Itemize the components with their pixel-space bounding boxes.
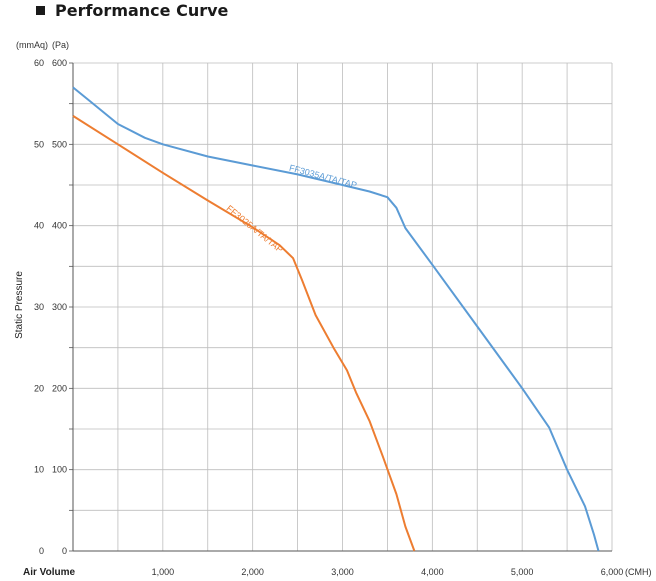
chart-title: Performance Curve — [55, 0, 229, 20]
y-tick-label-mmaq: 20 — [34, 383, 44, 393]
series-line-1 — [72, 115, 416, 552]
y-tick-label-pa: 0 — [62, 546, 67, 556]
y-unit-left-label: (mmAq) — [16, 40, 48, 50]
series-line-0 — [72, 86, 600, 552]
y-tick-label-mmaq: 60 — [34, 58, 44, 68]
series-label: FF3025A/TA/TAP — [224, 203, 284, 255]
x-tick-label: 3,000 — [331, 567, 354, 577]
title-row: Performance Curve — [36, 0, 228, 20]
tick-labels: 1,000 2,000 3,000 4,000 5,000 6,0000100200300… — [34, 58, 623, 577]
series-label: FF3035A/TA/TAP — [288, 163, 358, 191]
series-curves — [72, 86, 600, 552]
y-tick-label-pa: 600 — [52, 58, 67, 68]
y-axis-title: Static Pressure — [14, 271, 25, 339]
x-tick-label: 6,000 — [601, 567, 624, 577]
y-tick-label-mmaq: 0 — [39, 546, 44, 556]
title-bullet-icon — [36, 5, 45, 15]
y-tick-label-pa: 100 — [52, 465, 67, 475]
x-tick-label: 2,000 — [241, 567, 264, 577]
y-tick-label-pa: 400 — [52, 221, 67, 231]
x-axis-unit: (CMH) — [625, 567, 652, 577]
axes — [69, 62, 612, 552]
y-tick-label-mmaq: 50 — [34, 139, 44, 149]
y-tick-label-pa: 500 — [52, 139, 67, 149]
y-tick-label-mmaq: 30 — [34, 302, 44, 312]
y-tick-label-mmaq: 40 — [34, 221, 44, 231]
x-axis-title: Air Volume — [23, 567, 75, 578]
x-tick-label: 5,000 — [511, 567, 534, 577]
y-tick-label-pa: 300 — [52, 302, 67, 312]
y-tick-label-pa: 200 — [52, 383, 67, 393]
y-tick-label-mmaq: 10 — [34, 465, 44, 475]
x-tick-label: 4,000 — [421, 567, 444, 577]
y-unit-right-label: (Pa) — [52, 40, 69, 50]
x-tick-label: 1,000 — [152, 567, 175, 577]
grid-lines — [73, 62, 613, 551]
